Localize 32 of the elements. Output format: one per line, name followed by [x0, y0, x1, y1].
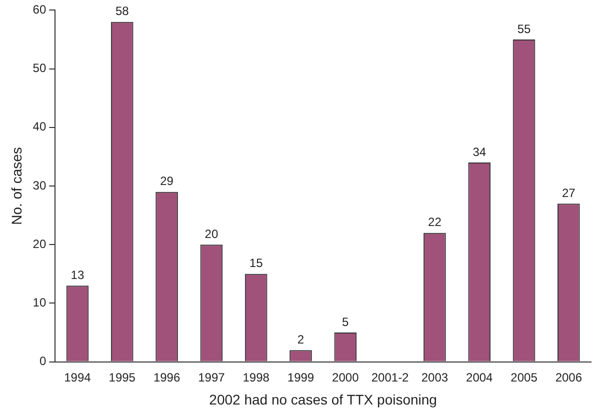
data-label: 27 — [562, 186, 576, 200]
y-tick-label: 20 — [32, 236, 46, 251]
y-tick-label: 0 — [39, 354, 46, 368]
x-tick-label: 2004 — [466, 370, 494, 384]
data-label: 58 — [115, 4, 130, 18]
x-tick-label: 2003 — [421, 370, 448, 384]
x-axis-title: 2002 had no cases of TTX poisoning — [209, 391, 437, 408]
x-tick-label: 1999 — [287, 370, 314, 384]
x-tick-label: 1997 — [198, 370, 226, 384]
y-tick-label: 30 — [32, 178, 46, 192]
data-label: 13 — [70, 268, 84, 282]
data-label: 29 — [160, 174, 174, 188]
data-label: 20 — [204, 226, 218, 241]
x-tick-label: 1998 — [242, 370, 270, 384]
x-tick-label: 2005 — [510, 370, 538, 384]
data-label: 55 — [517, 22, 532, 36]
x-tick-label: 1996 — [153, 370, 180, 384]
data-label: 5 — [342, 314, 350, 329]
data-label: 34 — [472, 144, 486, 159]
x-tick-label: 2000 — [332, 370, 360, 384]
y-tick-label: 60 — [32, 2, 46, 17]
x-tick-label: 1994 — [64, 370, 92, 384]
y-tick-label: 10 — [32, 296, 46, 310]
data-label: 15 — [249, 256, 264, 270]
x-tick-label: 2006 — [555, 370, 582, 384]
y-tick-label: 50 — [32, 61, 46, 76]
x-tick-label: 1995 — [108, 370, 136, 384]
x-tick-label: 2001-2 — [371, 370, 410, 384]
data-label: 2 — [297, 332, 304, 346]
data-label: 22 — [428, 215, 442, 230]
y-tick-label: 40 — [32, 120, 46, 134]
y-axis-title: No. of cases — [8, 147, 24, 225]
